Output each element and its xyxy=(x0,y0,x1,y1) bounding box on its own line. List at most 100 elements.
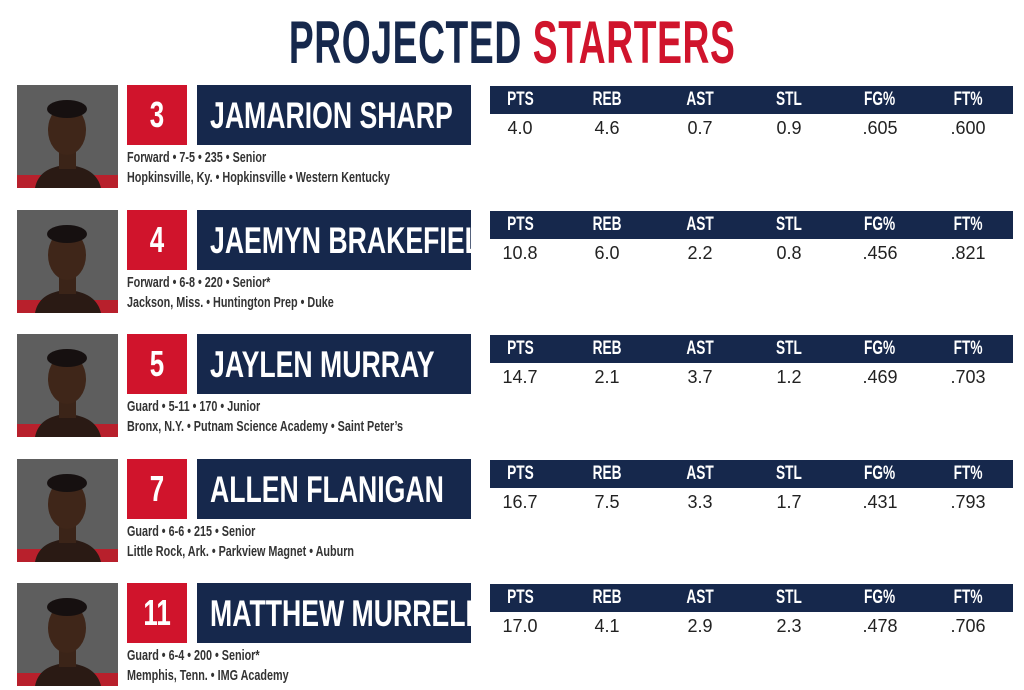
stat-value-text: .706 xyxy=(950,616,986,636)
stat-value-text: 1.7 xyxy=(776,491,802,512)
stat-label: FT% xyxy=(928,584,1008,612)
jersey-number: 3 xyxy=(127,85,187,145)
stat-value: 4.1 xyxy=(567,616,647,637)
stat-label-text: REB xyxy=(592,338,622,359)
stat-value: 14.7 xyxy=(480,367,560,388)
stat-value-text: 6.0 xyxy=(594,242,620,263)
stat-label: PTS xyxy=(480,211,560,239)
stat-label: FG% xyxy=(840,211,920,239)
photo-art xyxy=(17,85,118,188)
stat-label-text: FG% xyxy=(864,338,896,359)
stat-value-text: 3.7 xyxy=(687,367,713,387)
stat-value: .478 xyxy=(840,616,920,637)
stat-label: REB xyxy=(567,460,647,488)
stat-label: PTS xyxy=(480,335,560,363)
jersey-number: 4 xyxy=(127,209,187,270)
stat-label: PTS xyxy=(480,86,560,114)
stat-label-text: PTS xyxy=(506,213,534,235)
title-part: PROJECTED xyxy=(288,9,522,76)
stat-value-text: .703 xyxy=(950,367,986,387)
stat-label: PTS xyxy=(480,584,560,612)
stat-value-text: 0.9 xyxy=(776,118,802,138)
player-hometown-text: Bronx, N.Y. • Putnam Science Academy • S… xyxy=(127,418,404,435)
player-name-text: JAYLEN MURRAY xyxy=(210,344,435,385)
stat-label: REB xyxy=(567,211,647,239)
stat-label-text: PTS xyxy=(506,587,534,608)
stat-value: 10.8 xyxy=(480,243,560,264)
player-hometown: Bronx, N.Y. • Putnam Science Academy • S… xyxy=(127,417,547,437)
stat-value-text: 16.7 xyxy=(502,491,538,512)
stat-value-text: .456 xyxy=(862,242,898,263)
stat-value: 2.3 xyxy=(749,616,829,637)
stat-value: .469 xyxy=(840,367,920,388)
stat-value-text: 4.6 xyxy=(594,118,620,138)
stat-label: AST xyxy=(660,460,740,488)
stat-label-text: FT% xyxy=(953,462,983,484)
player-bio-text: Forward • 6-8 • 220 • Senior* xyxy=(127,273,271,291)
player-hometown-text: Hopkinsville, Ky. • Hopkinsville • Weste… xyxy=(127,169,390,186)
stat-label-text: STL xyxy=(776,89,802,110)
player-bio-text: Guard • 6-4 • 200 • Senior* xyxy=(127,647,260,664)
player-photo xyxy=(17,85,118,188)
player-hometown-text: Jackson, Miss. • Huntington Prep • Duke xyxy=(127,293,334,311)
stats-header: PTS REB AST STL FG% FT% xyxy=(490,335,1013,363)
stat-label-text: PTS xyxy=(506,462,534,484)
stat-label-text: PTS xyxy=(506,89,534,110)
player-photo xyxy=(17,334,118,437)
stat-label: STL xyxy=(749,211,829,239)
stat-label: FT% xyxy=(928,335,1008,363)
jersey-number-text: 11 xyxy=(143,592,171,633)
stat-label: FG% xyxy=(840,335,920,363)
stat-value-text: .600 xyxy=(950,118,986,138)
stat-label-text: FT% xyxy=(953,89,983,110)
stat-value-text: 0.8 xyxy=(776,242,802,263)
player-name-text: MATTHEW MURRELL xyxy=(210,593,471,634)
stat-value-text: 14.7 xyxy=(502,367,538,387)
stats-header: PTS REB AST STL FG% FT% xyxy=(490,584,1013,612)
stat-value: 17.0 xyxy=(480,616,560,637)
jersey-number-text: 7 xyxy=(149,467,165,509)
stat-label-text: FT% xyxy=(953,213,983,235)
player-hometown-text: Memphis, Tenn. • IMG Academy xyxy=(127,667,289,684)
stat-value: .793 xyxy=(928,492,1008,513)
stat-label: FT% xyxy=(928,460,1008,488)
stat-value-text: 3.3 xyxy=(687,491,713,512)
stat-value: 1.2 xyxy=(749,367,829,388)
player-name-text: ALLEN FLANIGAN xyxy=(210,468,444,510)
stat-value: 3.7 xyxy=(660,367,740,388)
stat-label: FG% xyxy=(840,86,920,114)
player-name-text: JAMARION SHARP xyxy=(210,95,453,136)
stats-header: PTS REB AST STL FG% FT% xyxy=(490,86,1013,114)
player-name: MATTHEW MURRELL xyxy=(197,583,471,643)
stat-value: 0.8 xyxy=(749,243,829,264)
stat-label: STL xyxy=(749,86,829,114)
player-bio: Guard • 6-4 • 200 • Senior* xyxy=(127,646,547,666)
stat-value-text: .821 xyxy=(950,242,986,263)
player-hometown: Jackson, Miss. • Huntington Prep • Duke xyxy=(127,293,547,313)
jersey-number-text: 5 xyxy=(149,343,165,384)
stat-value-text: 4.1 xyxy=(594,616,620,636)
stat-value-text: 2.9 xyxy=(687,616,713,636)
stat-value-text: 1.2 xyxy=(776,367,802,387)
stat-label-text: FT% xyxy=(953,587,983,608)
jersey-number-text: 3 xyxy=(149,94,165,135)
stat-label: STL xyxy=(749,460,829,488)
stat-value: .600 xyxy=(928,118,1008,139)
stat-label: STL xyxy=(749,584,829,612)
stat-value: .431 xyxy=(840,492,920,513)
stat-value: 6.0 xyxy=(567,243,647,264)
player-bio: Forward • 7-5 • 235 • Senior xyxy=(127,148,547,168)
jersey-number: 11 xyxy=(127,583,187,643)
stat-label: STL xyxy=(749,335,829,363)
stat-value: 16.7 xyxy=(480,492,560,513)
stat-label-text: REB xyxy=(592,462,622,484)
player-photo xyxy=(17,583,118,686)
stat-label-text: AST xyxy=(686,338,714,359)
player-name-text: JAEMYN BRAKEFIELD xyxy=(210,219,471,261)
player-name: ALLEN FLANIGAN xyxy=(197,458,471,519)
stat-value: 0.7 xyxy=(660,118,740,139)
stat-value: .706 xyxy=(928,616,1008,637)
stat-label: FG% xyxy=(840,460,920,488)
stat-label: AST xyxy=(660,86,740,114)
